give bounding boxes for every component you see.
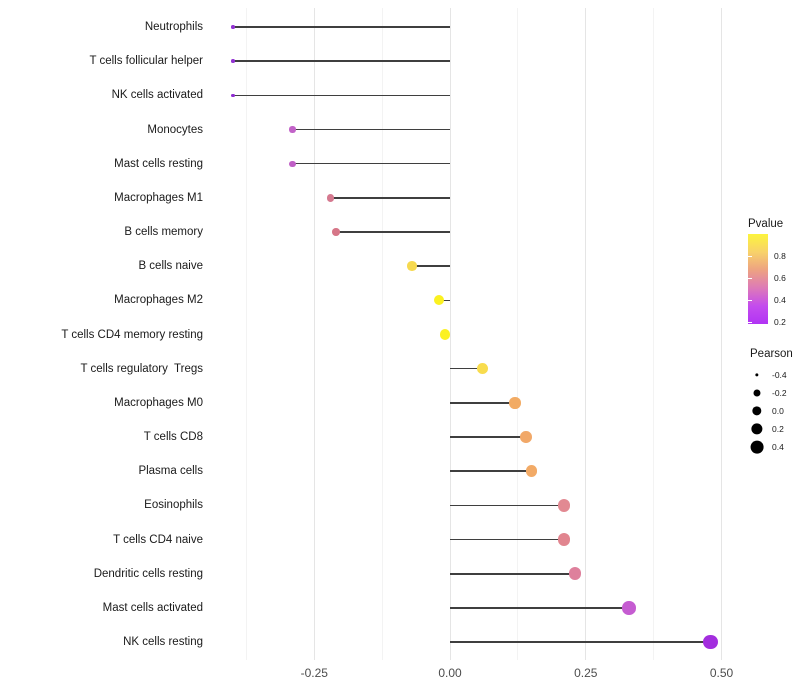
y-axis-label: Macrophages M1 bbox=[114, 191, 203, 204]
pearson-legend-row: 0.2 bbox=[750, 420, 793, 438]
data-point bbox=[509, 397, 521, 409]
data-point bbox=[231, 25, 235, 29]
colorbar-tick bbox=[748, 300, 752, 301]
data-point bbox=[407, 261, 417, 271]
y-axis-label: Eosinophils bbox=[144, 499, 203, 512]
data-point bbox=[289, 160, 296, 167]
data-point bbox=[557, 533, 571, 546]
x-major-gridline bbox=[721, 8, 722, 660]
pearson-legend-label: -0.2 bbox=[772, 388, 787, 398]
pearson-legend-row: -0.4 bbox=[750, 366, 793, 384]
colorbar-tick-label: 0.2 bbox=[774, 317, 786, 327]
lollipop-stem bbox=[450, 538, 565, 541]
pearson-legend-row: -0.2 bbox=[750, 384, 793, 402]
data-point bbox=[703, 634, 718, 650]
y-axis-label: Macrophages M2 bbox=[114, 294, 203, 307]
pvalue-legend: Pvalue 0.8 0.6 0.4 0.2 bbox=[748, 218, 786, 327]
pearson-legend-label: 0.0 bbox=[772, 406, 784, 416]
pearson-legend-dot bbox=[753, 389, 761, 397]
y-axis-label: Plasma cells bbox=[138, 465, 203, 478]
lollipop-stem bbox=[292, 162, 450, 165]
y-axis-label: Macrophages M0 bbox=[114, 396, 203, 409]
x-major-gridline bbox=[449, 8, 451, 660]
data-point bbox=[557, 499, 571, 512]
pearson-legend: Pearson -0.4 -0.2 0.0 0.2 0.4 bbox=[750, 348, 793, 456]
y-axis-label: NK cells resting bbox=[123, 636, 203, 649]
x-tick-label: 0.25 bbox=[574, 666, 598, 680]
y-axis-label: T cells follicular helper bbox=[89, 55, 203, 68]
x-tick-label: 0.50 bbox=[709, 666, 734, 680]
pearson-legend-dot bbox=[750, 440, 764, 454]
x-tick-label: 0.00 bbox=[438, 666, 462, 680]
y-axis-label: B cells memory bbox=[124, 226, 203, 239]
lollipop-stem bbox=[335, 231, 450, 233]
pearson-legend-dot bbox=[752, 406, 762, 416]
colorbar-tick bbox=[748, 322, 752, 323]
y-axis-label: T cells CD8 bbox=[143, 431, 203, 444]
x-tick-label: -0.25 bbox=[300, 666, 328, 680]
data-point bbox=[434, 295, 445, 306]
lollipop-stem bbox=[330, 197, 450, 199]
data-point bbox=[477, 363, 488, 375]
pearson-legend-dot bbox=[751, 423, 763, 435]
lollipop-stem bbox=[232, 26, 450, 28]
colorbar-tick bbox=[748, 256, 752, 257]
data-point bbox=[622, 601, 636, 615]
pearson-legend-dot bbox=[755, 373, 759, 377]
data-point bbox=[439, 329, 450, 340]
data-point bbox=[231, 93, 235, 98]
x-minor-gridline bbox=[653, 8, 655, 660]
data-point bbox=[568, 567, 582, 580]
lollipop-stem bbox=[439, 299, 450, 302]
y-axis-label: Mast cells activated bbox=[102, 601, 203, 614]
lollipop-stem bbox=[450, 572, 575, 575]
y-axis-label: T cells regulatory Tregs bbox=[80, 362, 203, 375]
y-axis-label: Monocytes bbox=[147, 123, 203, 136]
lollipop-stem bbox=[450, 641, 711, 643]
x-major-gridline bbox=[313, 8, 315, 660]
lollipop-stem bbox=[450, 402, 516, 404]
pearson-legend-rows: -0.4 -0.2 0.0 0.2 0.4 bbox=[750, 366, 793, 456]
pearson-legend-title: Pearson bbox=[750, 348, 793, 360]
lollipop-stem bbox=[292, 128, 450, 131]
data-point bbox=[525, 465, 538, 478]
lollipop-stem bbox=[232, 94, 450, 97]
lollipop-stem bbox=[232, 60, 450, 62]
y-axis-label: B cells naive bbox=[138, 260, 203, 273]
y-axis-label: Neutrophils bbox=[144, 21, 203, 33]
lollipop-stem bbox=[450, 504, 565, 507]
x-major-gridline bbox=[585, 8, 587, 660]
data-point bbox=[289, 126, 296, 133]
data-point bbox=[231, 59, 235, 63]
colorbar-tick-label: 0.8 bbox=[774, 251, 786, 261]
lollipop-stem bbox=[450, 436, 527, 438]
data-point bbox=[520, 431, 532, 443]
lollipop-stem bbox=[450, 367, 483, 370]
y-axis-label: T cells CD4 memory resting bbox=[61, 328, 203, 341]
colorbar-tick-label: 0.4 bbox=[774, 295, 786, 305]
y-axis-label: Mast cells resting bbox=[114, 157, 203, 170]
y-axis-label: T cells CD4 naive bbox=[113, 533, 203, 546]
pearson-legend-row: 0.0 bbox=[750, 402, 793, 420]
lollipop-stem bbox=[450, 607, 630, 609]
data-point bbox=[326, 194, 335, 202]
pvalue-legend-title: Pvalue bbox=[748, 218, 784, 230]
lollipop-stem bbox=[450, 470, 532, 472]
y-axis-label: NK cells activated bbox=[111, 89, 203, 102]
x-minor-gridline bbox=[245, 8, 247, 660]
colorbar-tick bbox=[748, 278, 752, 279]
x-minor-gridline bbox=[381, 8, 383, 660]
data-point bbox=[332, 228, 340, 236]
y-axis-label: Dendritic cells resting bbox=[93, 567, 203, 580]
pearson-legend-label: -0.4 bbox=[772, 370, 787, 380]
pearson-legend-label: 0.2 bbox=[772, 424, 784, 434]
x-minor-gridline bbox=[517, 8, 519, 660]
pearson-legend-label: 0.4 bbox=[772, 442, 784, 452]
colorbar-tick-label: 0.6 bbox=[774, 273, 786, 283]
lollipop-stem bbox=[411, 265, 450, 267]
pearson-legend-row: 0.4 bbox=[750, 438, 793, 456]
pvalue-colorbar: 0.8 0.6 0.4 0.2 bbox=[748, 234, 786, 327]
